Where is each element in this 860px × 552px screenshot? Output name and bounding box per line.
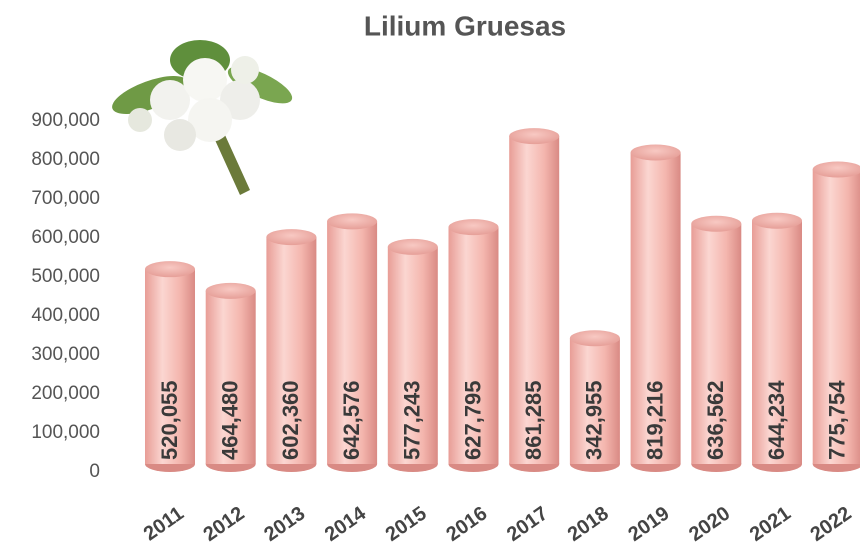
chart-title: Lilium Gruesas — [364, 10, 566, 41]
bar — [266, 237, 317, 464]
bar-top — [448, 219, 499, 236]
x-tick-label: 2022 — [807, 502, 856, 546]
value-label: 520,055 — [157, 380, 182, 460]
bar-top — [691, 215, 742, 232]
bar-top — [812, 161, 860, 178]
bar-group: 602,360 — [266, 229, 317, 472]
value-label: 627,795 — [460, 380, 485, 460]
x-tick-label: 2018 — [564, 502, 613, 546]
x-tick-label: 2013 — [260, 502, 309, 546]
x-tick-label: 2021 — [746, 502, 795, 546]
value-label: 775,754 — [825, 380, 850, 460]
bar-top — [752, 212, 802, 229]
x-tick-label: 2012 — [200, 502, 249, 546]
value-label: 819,216 — [642, 380, 667, 460]
bar-top — [630, 144, 681, 161]
y-tick-label: 300,000 — [31, 344, 100, 365]
x-tick-label: 2014 — [321, 502, 371, 546]
bar — [448, 227, 499, 464]
value-label: 642,576 — [339, 380, 364, 460]
value-label: 577,243 — [400, 380, 425, 460]
value-label: 602,360 — [278, 380, 303, 460]
bar-group: 861,285 — [509, 128, 560, 472]
bar-top — [327, 213, 378, 230]
y-tick-label: 700,000 — [31, 188, 100, 209]
x-tick-label: 2016 — [442, 502, 491, 546]
bar — [812, 169, 860, 464]
x-tick-label: 2019 — [624, 502, 673, 546]
bar — [691, 223, 742, 464]
y-tick-label: 600,000 — [31, 227, 100, 248]
y-tick-label: 0 — [89, 461, 100, 482]
bar-group: 342,955 — [569, 330, 620, 472]
y-tick-label: 400,000 — [31, 305, 100, 326]
bar-top — [387, 238, 438, 255]
bar-top — [145, 261, 195, 278]
x-tick-label: 2017 — [503, 502, 552, 546]
y-tick-label: 800,000 — [31, 149, 100, 170]
bar — [509, 136, 560, 464]
bar-group: 464,480 — [205, 282, 256, 472]
bar — [569, 338, 620, 464]
bar-group: 636,562 — [691, 215, 742, 472]
y-tick-label: 100,000 — [31, 422, 100, 443]
value-label: 464,480 — [218, 380, 243, 460]
bar-group: 819,216 — [630, 144, 681, 472]
bar-group: 775,754 — [812, 161, 860, 472]
bar-group: 627,795 — [448, 219, 499, 472]
value-label: 636,562 — [703, 380, 728, 460]
bar — [752, 220, 802, 464]
x-tick-label: 2011 — [140, 502, 188, 545]
bar-group: 520,055 — [145, 261, 195, 472]
y-tick-label: 500,000 — [31, 266, 100, 287]
y-tick-label: 900,000 — [31, 110, 100, 131]
bar-group: 642,576 — [327, 213, 378, 472]
bar-group: 644,234 — [752, 212, 802, 472]
value-label: 342,955 — [582, 380, 607, 460]
bar-group: 577,243 — [387, 238, 438, 472]
bar-top — [266, 229, 317, 246]
x-tick-label: 2015 — [382, 502, 431, 546]
y-tick-label: 200,000 — [31, 383, 100, 404]
bar-top — [569, 330, 620, 347]
value-label: 861,285 — [521, 380, 546, 460]
bar-top — [509, 128, 560, 145]
flower-bouquet — [112, 40, 293, 195]
bar — [205, 290, 256, 464]
value-label: 644,234 — [764, 380, 789, 460]
bar — [387, 246, 438, 464]
bar-top — [205, 282, 256, 299]
bar — [145, 269, 195, 464]
x-tick-label: 2020 — [685, 502, 734, 546]
bar — [327, 221, 378, 464]
bar — [630, 152, 681, 465]
